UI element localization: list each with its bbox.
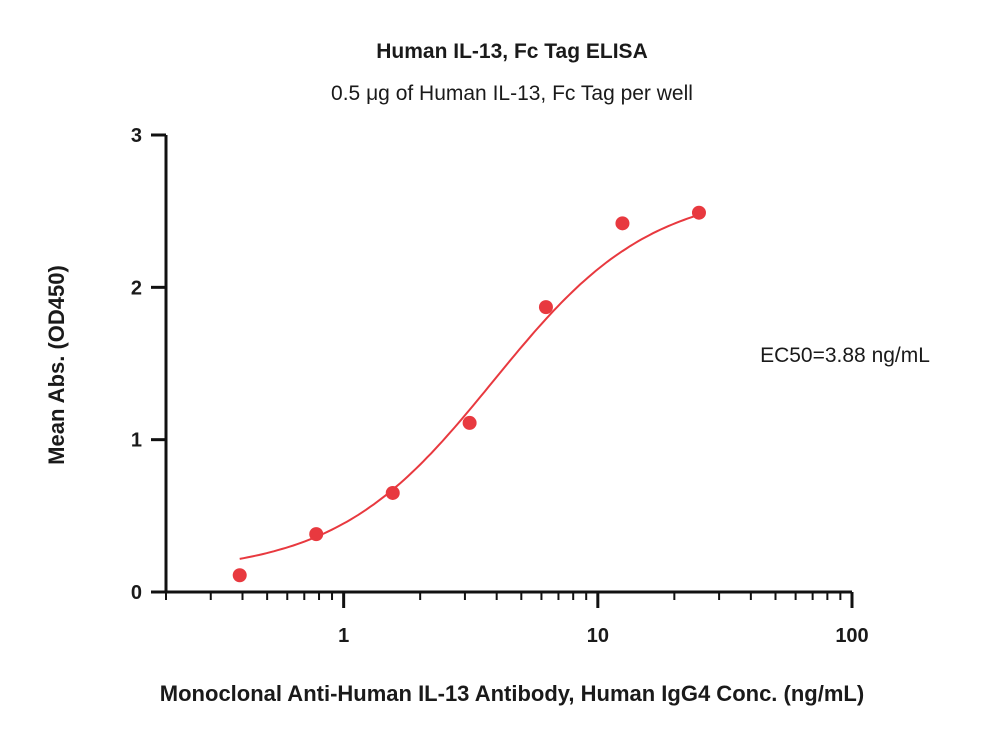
y-tick-label: 0 — [131, 582, 142, 604]
x-tick-label: 1 — [338, 625, 349, 647]
data-point — [691, 205, 706, 220]
y-tick-label: 1 — [131, 430, 142, 452]
data-point — [309, 527, 324, 542]
chart-title: Human IL-13, Fc Tag ELISA — [376, 40, 647, 63]
chart-subtitle: 0.5 μg of Human IL-13, Fc Tag per well — [331, 82, 693, 105]
plot-area — [232, 205, 706, 583]
data-point — [385, 485, 400, 500]
data-point — [538, 300, 553, 315]
x-tick-label: 10 — [587, 625, 609, 647]
y-tick-label: 2 — [131, 277, 142, 299]
y-axis-label: Mean Abs. (OD450) — [44, 265, 69, 465]
y-tick-label: 3 — [131, 125, 142, 147]
data-point — [462, 415, 477, 430]
x-tick-label: 100 — [835, 625, 868, 647]
fit-curve — [239, 213, 700, 560]
ec50-annotation: EC50=3.88 ng/mL — [760, 344, 930, 367]
data-point — [232, 568, 247, 583]
x-axis-label: Monoclonal Anti-Human IL-13 Antibody, Hu… — [160, 681, 864, 706]
data-point — [615, 216, 630, 231]
axes: 0 1 2 3 1 10 100 — [131, 125, 869, 647]
